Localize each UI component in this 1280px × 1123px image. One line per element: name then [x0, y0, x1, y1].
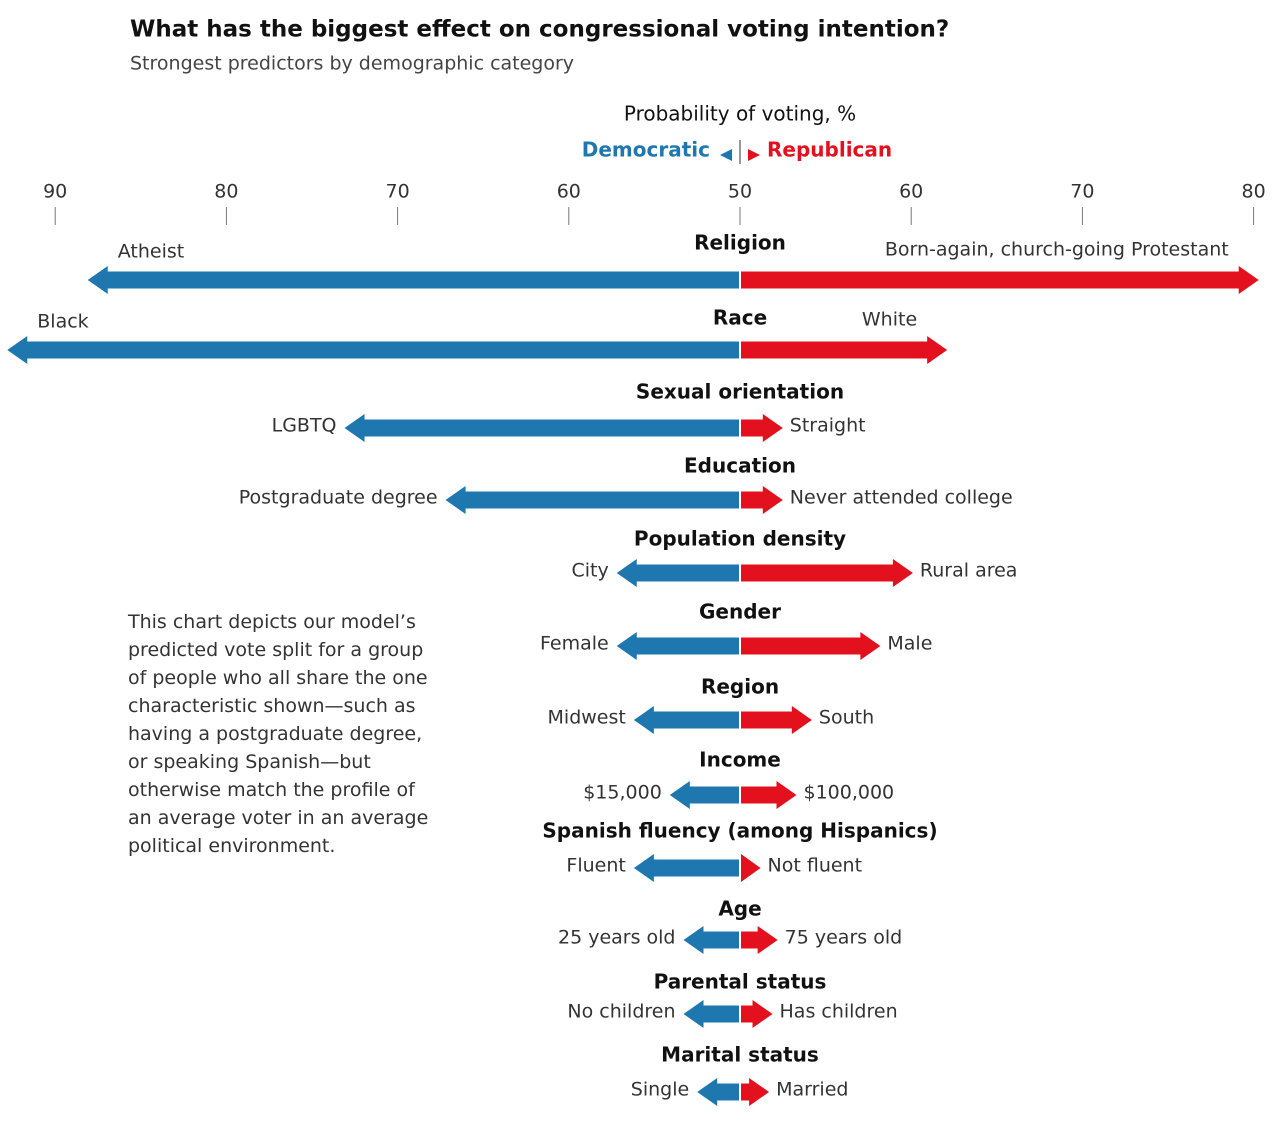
republican-arrow — [741, 854, 761, 882]
democratic-label: City — [571, 560, 608, 582]
republican-arrow — [741, 266, 1259, 294]
democratic-arrow — [344, 414, 739, 442]
chart-title: What has the biggest effect on congressi… — [130, 17, 949, 43]
category-label: Sexual orientation — [636, 380, 844, 404]
democratic-arrow — [616, 632, 739, 660]
democratic-label: No children — [567, 1001, 675, 1023]
category-label: Region — [701, 675, 779, 699]
democratic-label: Black — [37, 311, 88, 333]
democratic-arrow — [616, 559, 739, 587]
republican-label: White — [862, 309, 917, 331]
category-label: Gender — [699, 600, 781, 624]
republican-label: Straight — [790, 415, 866, 437]
democratic-label: Single — [631, 1079, 689, 1101]
republican-arrow — [741, 706, 812, 734]
category-label: Spanish fluency (among Hispanics) — [542, 819, 937, 843]
category-label: Income — [699, 748, 781, 772]
democratic-arrow — [683, 1000, 739, 1028]
x-tick-label: 70 — [1070, 181, 1094, 203]
category-label: Education — [684, 454, 796, 478]
republican-arrow — [741, 1000, 773, 1028]
democratic-arrow — [445, 486, 739, 514]
democratic-arrow — [697, 1078, 739, 1106]
x-tick-label: 80 — [214, 181, 238, 203]
democratic-label: LGBTQ — [272, 415, 337, 437]
x-tick-label: 60 — [557, 181, 581, 203]
republican-label: Married — [776, 1079, 848, 1101]
category-label: Age — [718, 897, 761, 921]
x-tick-label: 80 — [1242, 181, 1266, 203]
democratic-label: Female — [540, 633, 609, 655]
republican-arrow — [741, 632, 881, 660]
republican-arrow — [741, 486, 783, 514]
democratic-arrow — [87, 266, 739, 294]
category-label: Race — [713, 306, 767, 330]
democratic-arrow — [7, 336, 740, 364]
republican-arrow — [741, 926, 778, 954]
democratic-arrow — [633, 706, 739, 734]
x-tick-label: 70 — [386, 181, 410, 203]
democratic-label: 25 years old — [558, 927, 676, 949]
republican-arrow — [741, 336, 948, 364]
republican-arrow — [741, 1078, 770, 1106]
category-label: Parental status — [654, 970, 827, 994]
republican-label: Not fluent — [768, 855, 863, 877]
category-label: Population density — [634, 527, 846, 551]
x-tick-label: 60 — [899, 181, 923, 203]
category-label: Marital status — [661, 1043, 819, 1067]
axis-label: Probability of voting, % — [624, 102, 856, 126]
democratic-arrow — [683, 926, 739, 954]
x-tick-label: 90 — [43, 181, 67, 203]
democratic-arrow — [633, 854, 739, 882]
republican-arrow — [741, 414, 783, 442]
republican-label: Never attended college — [790, 487, 1013, 509]
democratic-arrow — [669, 781, 739, 809]
democratic-label: $15,000 — [583, 782, 662, 804]
x-tick-label: 50 — [728, 181, 752, 203]
legend-arrow — [720, 149, 732, 161]
legend-republican: Republican — [767, 138, 892, 162]
republican-label: South — [819, 707, 874, 729]
republican-label: Male — [887, 633, 932, 655]
category-label: Religion — [694, 231, 786, 255]
republican-label: Has children — [780, 1001, 898, 1023]
democratic-label: Atheist — [118, 241, 184, 263]
republican-label: Born-again, church-going Protestant — [885, 239, 1229, 261]
republican-arrow — [741, 781, 797, 809]
legend-arrow — [748, 149, 760, 161]
chart-subtitle: Strongest predictors by demographic cate… — [130, 53, 574, 75]
republican-label: 75 years old — [785, 927, 903, 949]
democratic-label: Postgraduate degree — [239, 487, 438, 509]
republican-label: Rural area — [920, 560, 1018, 582]
republican-label: $100,000 — [803, 782, 894, 804]
legend-democratic: Democratic — [582, 138, 710, 162]
democratic-label: Midwest — [548, 707, 626, 729]
democratic-label: Fluent — [566, 855, 625, 877]
republican-arrow — [741, 559, 913, 587]
note: This chart depicts our model’s predicted… — [128, 611, 429, 857]
